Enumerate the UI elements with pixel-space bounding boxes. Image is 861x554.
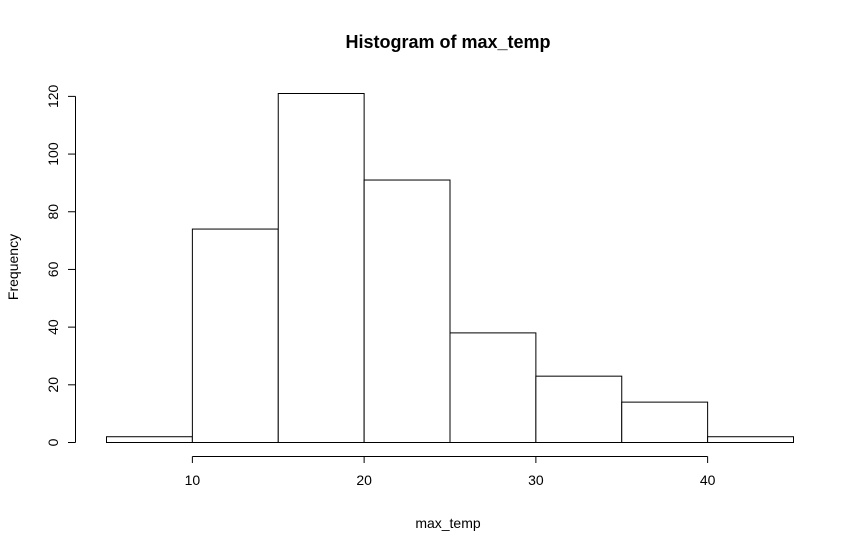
histogram-bar bbox=[106, 436, 193, 444]
x-tick-label: 20 bbox=[356, 472, 372, 488]
histogram-bar bbox=[191, 228, 279, 443]
x-axis-label: max_temp bbox=[415, 515, 481, 531]
histogram-bar bbox=[363, 179, 451, 443]
x-tick-label: 40 bbox=[700, 472, 716, 488]
x-tick-label: 30 bbox=[528, 472, 544, 488]
y-tick-label: 40 bbox=[45, 319, 61, 335]
chart-title: Histogram of max_temp bbox=[345, 32, 550, 52]
y-tick-label: 20 bbox=[45, 377, 61, 393]
y-tick-label: 0 bbox=[45, 438, 61, 446]
x-tick-label: 10 bbox=[185, 472, 201, 488]
histogram-bar bbox=[535, 375, 623, 444]
y-tick-label: 80 bbox=[45, 204, 61, 220]
y-tick-label: 120 bbox=[45, 84, 61, 108]
y-axis: 0 20 40 60 80 100 120 bbox=[45, 84, 76, 446]
histogram-bar bbox=[621, 401, 709, 444]
histogram-bar bbox=[277, 93, 365, 443]
y-tick-label: 100 bbox=[45, 142, 61, 166]
x-axis: 10 20 30 40 bbox=[185, 456, 716, 488]
histogram-bar bbox=[449, 332, 537, 443]
y-tick-label: 60 bbox=[45, 261, 61, 277]
y-axis-label: Frequency bbox=[5, 234, 21, 300]
bars-group bbox=[106, 93, 794, 444]
histogram-bar bbox=[707, 436, 794, 444]
